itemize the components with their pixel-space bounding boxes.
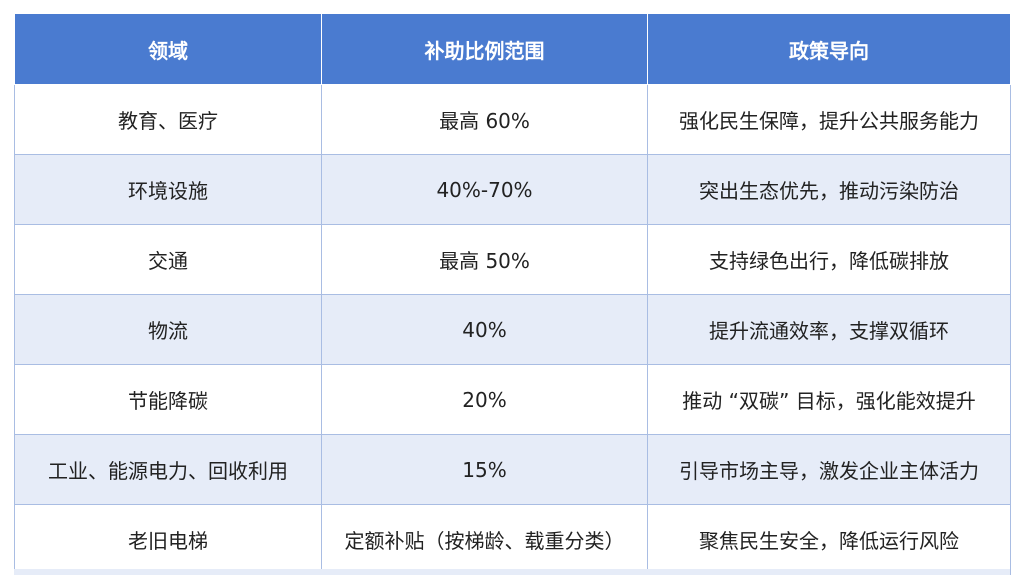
subsidy-table: 领域 补助比例范围 政策导向 教育、医疗 最高 60% 强化民生保障，提升公共服… — [14, 13, 1011, 575]
cell-direction: 提升流通效率，支撑双循环 — [647, 294, 1011, 365]
subsidy-table-container: 领域 补助比例范围 政策导向 教育、医疗 最高 60% 强化民生保障，提升公共服… — [14, 13, 1011, 575]
header-ratio: 补助比例范围 — [321, 13, 648, 85]
cell-direction: 强化民生保障，提升公共服务能力 — [647, 84, 1011, 155]
header-field: 领域 — [14, 13, 322, 85]
table-row: 节能降碳 20% 推动 “双碳” 目标，强化能效提升 — [14, 364, 1011, 435]
cell-ratio: 15% — [321, 434, 648, 505]
cell-field: 交通 — [14, 224, 322, 295]
table-header-row: 领域 补助比例范围 政策导向 — [14, 13, 1011, 85]
cell-field: 节能降碳 — [14, 364, 322, 435]
table-row: 物流 40% 提升流通效率，支撑双循环 — [14, 294, 1011, 365]
cell-ratio: 定额补贴（按梯龄、载重分类） — [321, 504, 648, 575]
cell-ratio: 40% — [321, 294, 648, 365]
table-row: 交通 最高 50% 支持绿色出行，降低碳排放 — [14, 224, 1011, 295]
header-direction: 政策导向 — [647, 13, 1011, 85]
cell-direction: 引导市场主导，激发企业主体活力 — [647, 434, 1011, 505]
cell-field: 工业、能源电力、回收利用 — [14, 434, 322, 505]
cell-direction: 支持绿色出行，降低碳排放 — [647, 224, 1011, 295]
table-row: 环境设施 40%-70% 突出生态优先，推动污染防治 — [14, 154, 1011, 225]
cell-field: 教育、医疗 — [14, 84, 322, 155]
cell-ratio: 20% — [321, 364, 648, 435]
cell-ratio: 40%-70% — [321, 154, 648, 225]
cell-field: 老旧电梯 — [14, 504, 322, 575]
cell-field: 物流 — [14, 294, 322, 365]
table-bottom-strip — [14, 569, 1010, 575]
cell-direction: 聚焦民生安全，降低运行风险 — [647, 504, 1011, 575]
cell-direction: 突出生态优先，推动污染防治 — [647, 154, 1011, 225]
table-row: 老旧电梯 定额补贴（按梯龄、载重分类） 聚焦民生安全，降低运行风险 — [14, 504, 1011, 575]
table-row: 教育、医疗 最高 60% 强化民生保障，提升公共服务能力 — [14, 84, 1011, 155]
cell-field: 环境设施 — [14, 154, 322, 225]
table-row: 工业、能源电力、回收利用 15% 引导市场主导，激发企业主体活力 — [14, 434, 1011, 505]
cell-direction: 推动 “双碳” 目标，强化能效提升 — [647, 364, 1011, 435]
cell-ratio: 最高 50% — [321, 224, 648, 295]
cell-ratio: 最高 60% — [321, 84, 648, 155]
